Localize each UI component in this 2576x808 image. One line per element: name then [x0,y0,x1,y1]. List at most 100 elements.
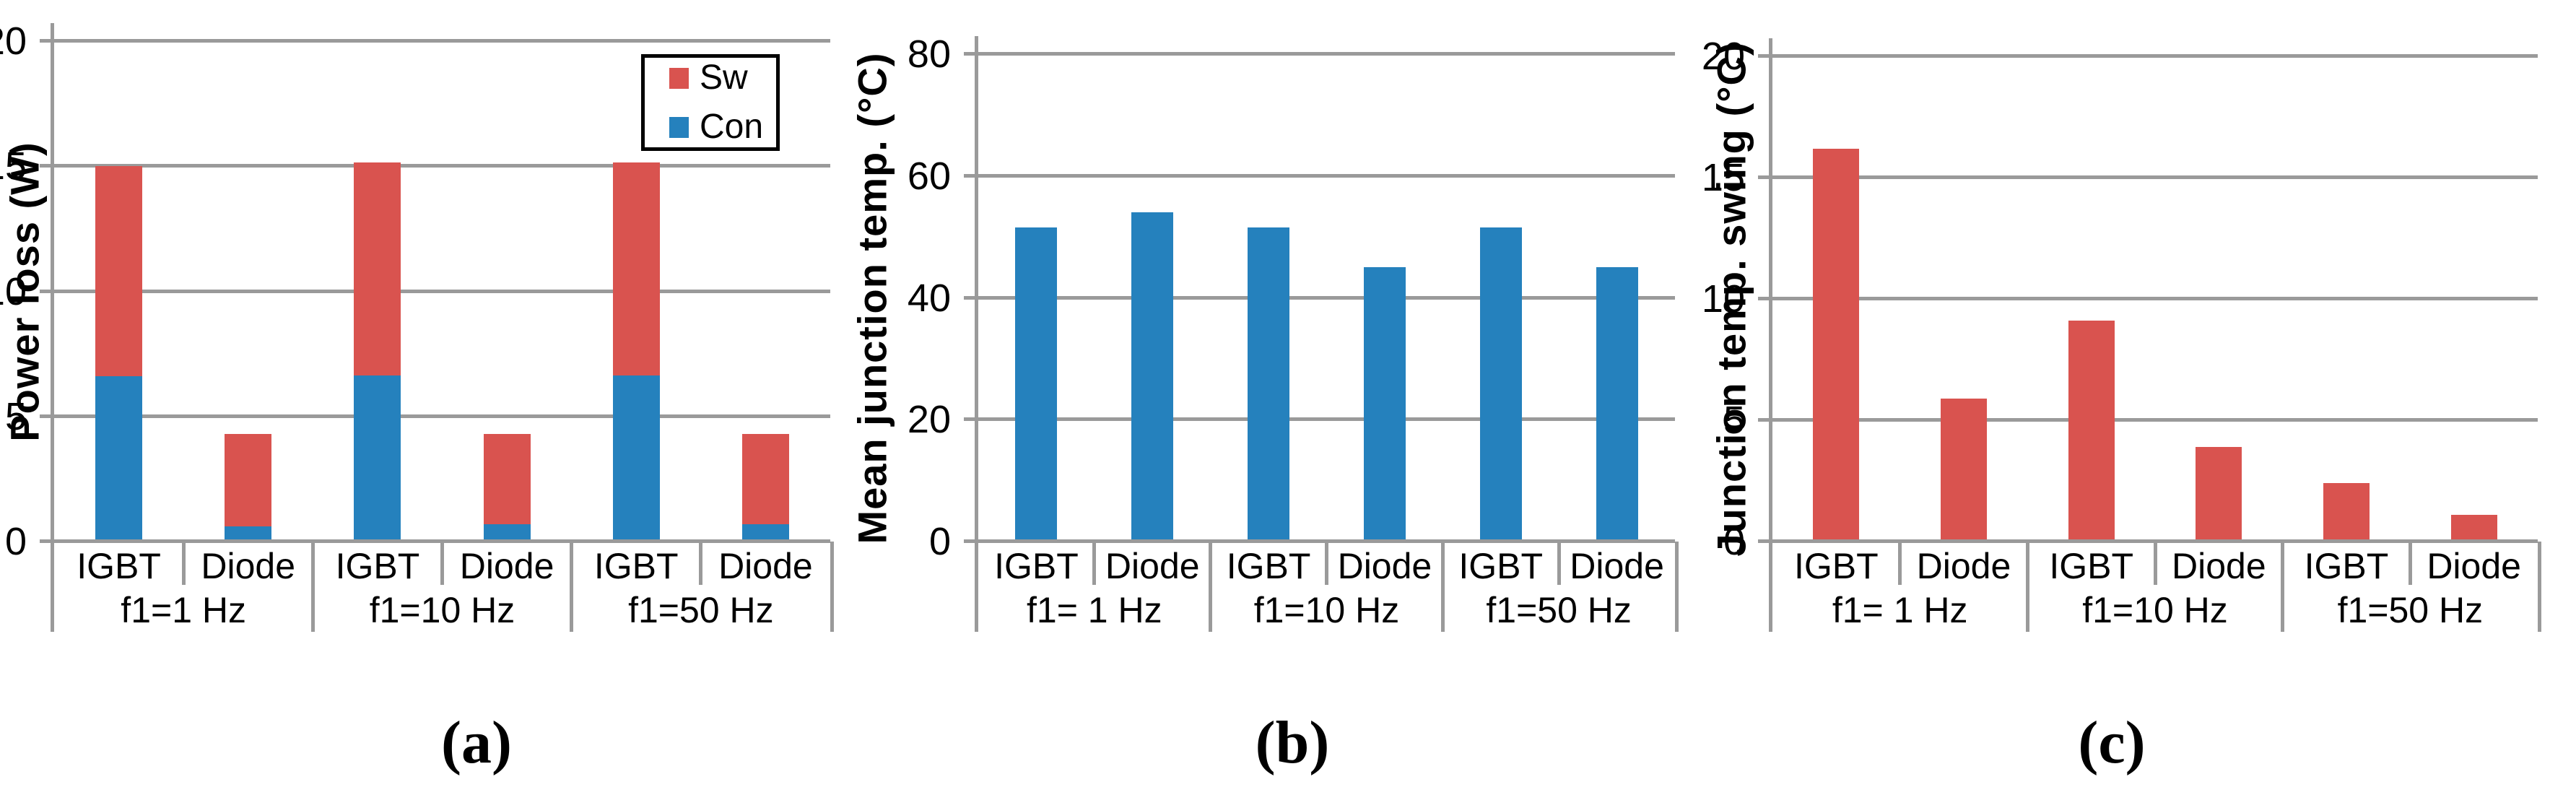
legend-label-con: Con [700,108,764,146]
band-device-separator [1092,542,1097,585]
y-tick-label: 80 [907,32,951,76]
bar-segment-sw [95,166,142,376]
band-group-separator [570,542,574,632]
bar-segment-con [225,526,271,542]
category-label: IGBT [2049,546,2133,586]
y-tick-mark [40,289,54,293]
category-label: Diode [459,546,554,586]
y-tick-label: 0 [4,520,27,563]
legend: Sw Con [641,54,780,151]
bar-segment-mean-junction-temp- [1015,227,1057,542]
bar-segment-con [742,524,789,542]
bar-segment-con [484,524,531,542]
x-axis-line [54,539,830,543]
y-tick-label: 60 [907,154,951,198]
bar-segment-mean-junction-temp- [1364,267,1406,542]
y-tick-label: 5 [4,394,27,438]
y-gridline [54,39,830,43]
category-label: IGBT [335,546,420,586]
y-gridline [978,295,1675,300]
band-group-separator [1440,542,1445,632]
y-tick-mark [1758,175,1772,179]
legend-item-sw: Sw [669,61,776,95]
y-tick-mark [1758,418,1772,422]
y-tick-mark [1758,54,1772,58]
bar-segment-junction-temp-swing [1941,399,1987,542]
y-gridline [978,173,1675,178]
group-label: f1=50 Hz [628,590,774,630]
band-device-separator [440,542,444,585]
y-tick-label: 0 [928,520,951,563]
y-tick-mark [40,414,54,418]
bar-segment-con [95,376,142,542]
y-tick-label: 20 [1701,35,1745,78]
caption-c: (c) [2078,709,2146,776]
y-tick-mark [1758,297,1772,300]
category-label: IGBT [1226,546,1311,586]
y-tick-mark [964,417,978,422]
legend-label-sw: Sw [700,58,748,97]
category-label: IGBT [593,546,679,586]
y-tick-mark [964,52,978,56]
y-axis-line [51,23,54,632]
band-device-separator [1325,542,1328,585]
bar-segment-junction-temp-swing [2068,321,2115,542]
band-right-line [830,542,834,632]
y-tick-mark [40,164,54,168]
category-label: IGBT [994,546,1079,586]
bar-segment-junction-temp-swing [1813,149,1859,542]
y-tick-label: 10 [0,269,27,313]
group-label: f1=50 Hz [1486,590,1632,630]
bar-segment-con [354,375,401,542]
y-gridline [54,289,830,293]
y-tick-label: 10 [1701,277,1745,321]
x-axis-line [978,539,1675,543]
band-device-separator [1898,542,1902,585]
category-label: Diode [1570,546,1664,586]
chart-panel-c: Junction temp. swing (°C) (c) 0 5 10 15 20 IG… [1702,0,2576,808]
group-label: f1= 1 Hz [1832,590,1968,630]
y-tick-mark [40,539,54,543]
category-label: Diode [1916,546,2011,586]
y-gridline [978,417,1675,422]
y-gridline [1772,297,2538,300]
group-label: f1=10 Hz [1253,590,1400,630]
y-gridline [1772,54,2538,58]
band-right-line [1675,542,1679,632]
band-group-separator [2025,542,2029,632]
bar-segment-sw [225,434,271,526]
band-group-separator [310,542,315,632]
category-label: IGBT [1793,546,1879,586]
y-gridline [978,52,1675,56]
category-label: Diode [201,546,296,586]
y-tick-mark [1758,539,1772,543]
y-tick-label: 40 [907,276,951,320]
y-gridline [54,414,830,418]
y-tick-label: 20 [0,19,27,63]
group-label: f1=1 Hz [121,590,247,630]
category-label: Diode [1337,546,1432,586]
y-tick-mark [40,39,54,43]
bar-segment-mean-junction-temp- [1248,227,1289,542]
band-device-separator [2153,542,2157,585]
band-device-separator [699,542,703,585]
category-label: Diode [2172,546,2266,586]
bar-segment-mean-junction-temp- [1131,212,1173,542]
caption-b: (b) [1255,709,1330,776]
legend-swatch-con [669,116,689,138]
category-label: IGBT [77,546,161,586]
band-device-separator [1557,542,1561,585]
y-tick-mark [964,295,978,300]
bar-segment-sw [742,434,789,524]
legend-item-con: Con [669,110,776,144]
y-tick-mark [964,539,978,543]
y-tick-mark [964,173,978,178]
group-label: f1=10 Hz [369,590,515,630]
chart-panel-a: Power loss (W) Sw Con (a) 05101520IGBTDi… [0,0,852,808]
caption-a: (a) [441,709,512,776]
group-label: f1=10 Hz [2082,590,2228,630]
bar-segment-sw [613,162,660,375]
category-label: IGBT [1458,546,1544,586]
bar-segment-junction-temp-swing [2196,447,2242,542]
